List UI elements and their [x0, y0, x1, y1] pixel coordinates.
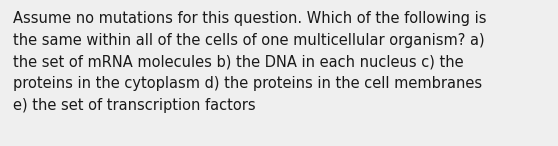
Text: the set of mRNA molecules b) the DNA in each nucleus c) the: the set of mRNA molecules b) the DNA in … — [13, 55, 464, 70]
Text: the same within all of the cells of one multicellular organism? a): the same within all of the cells of one … — [13, 33, 485, 48]
Text: e) the set of transcription factors: e) the set of transcription factors — [13, 98, 256, 113]
Text: Assume no mutations for this question. Which of the following is: Assume no mutations for this question. W… — [13, 11, 487, 26]
Text: proteins in the cytoplasm d) the proteins in the cell membranes: proteins in the cytoplasm d) the protein… — [13, 76, 482, 91]
